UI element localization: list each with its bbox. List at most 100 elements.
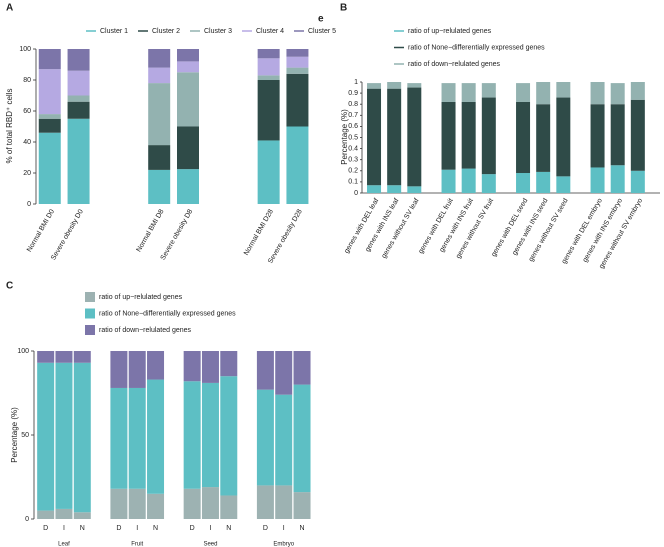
bar-segment bbox=[293, 384, 311, 493]
x-tick-label: I bbox=[136, 525, 138, 532]
x-tick-label: I bbox=[209, 525, 211, 532]
legend-label: Cluster 1 bbox=[100, 28, 128, 35]
bar-segment bbox=[286, 67, 309, 74]
bar-segment bbox=[590, 104, 605, 168]
legend-label: ratio of up−relulated genes bbox=[99, 294, 183, 301]
y-tick-label: 20 bbox=[23, 170, 31, 177]
x-tick-label: D bbox=[116, 525, 121, 532]
bar-segment bbox=[407, 186, 422, 193]
y-tick-label: 0.2 bbox=[348, 168, 358, 175]
bar-segment bbox=[293, 351, 311, 385]
y-tick-label: 0.7 bbox=[348, 112, 358, 119]
x-tick-label: Severe obesity D28 bbox=[267, 208, 304, 264]
y-tick-label: 60 bbox=[23, 108, 31, 115]
bar-segment bbox=[177, 126, 199, 170]
bar-segment bbox=[441, 101, 456, 170]
bar-segment bbox=[441, 169, 456, 193]
bar-segment bbox=[148, 145, 171, 170]
legend-label: ratio of None−differentially expressed g… bbox=[99, 310, 236, 317]
legend-label: Cluster 3 bbox=[204, 28, 232, 35]
bar-segment bbox=[275, 394, 293, 486]
bar-segment bbox=[73, 351, 91, 363]
y-tick-label: 100 bbox=[17, 348, 29, 355]
group-label: Leaf bbox=[58, 542, 70, 547]
y-tick-label: 1 bbox=[354, 79, 358, 86]
bar-segment bbox=[147, 351, 165, 380]
y-tick-label: 0 bbox=[354, 190, 358, 197]
legend-swatch bbox=[85, 308, 95, 319]
bar-segment bbox=[367, 185, 382, 193]
bar-segment bbox=[536, 104, 551, 172]
bar-segment bbox=[147, 493, 165, 519]
bar-segment bbox=[387, 88, 402, 186]
panel-label: B bbox=[340, 3, 347, 14]
bar-segment bbox=[286, 73, 309, 127]
bar-segment bbox=[257, 80, 280, 141]
group-label: Embryo bbox=[273, 542, 294, 547]
bar-segment bbox=[38, 49, 61, 70]
bar-segment bbox=[407, 87, 422, 187]
bar-segment bbox=[55, 351, 73, 363]
bar-segment bbox=[286, 56, 309, 68]
y-tick-label: 80 bbox=[23, 77, 31, 84]
bar-segment bbox=[177, 61, 199, 73]
x-tick-label: genes with DEL seed bbox=[490, 197, 529, 258]
bar-segment bbox=[67, 101, 90, 119]
bar-segment bbox=[110, 387, 128, 489]
legend-swatch bbox=[85, 292, 95, 302]
bar-segment bbox=[257, 140, 280, 204]
bar-segment bbox=[286, 126, 309, 204]
bar-segment bbox=[67, 95, 90, 102]
x-tick-label: D bbox=[43, 525, 48, 532]
bar-segment bbox=[38, 114, 61, 119]
bar-segment bbox=[536, 171, 551, 193]
bar-segment bbox=[147, 379, 165, 494]
legend-label: Cluster 5 bbox=[308, 28, 336, 35]
x-tick-label: Normal BMI D0 bbox=[26, 208, 56, 253]
bar-segment bbox=[37, 510, 55, 519]
x-tick-label: N bbox=[299, 525, 304, 532]
legend-label: ratio of up−relulated genes bbox=[408, 28, 492, 35]
x-tick-label: genes with DEL leaf bbox=[343, 197, 380, 254]
bar-segment bbox=[536, 82, 551, 105]
y-tick-label: 0.9 bbox=[348, 90, 358, 97]
y-tick-label: 0.1 bbox=[348, 179, 358, 186]
bar-segment bbox=[256, 351, 274, 390]
bar-segment bbox=[73, 512, 91, 519]
y-tick-label: 100 bbox=[19, 46, 31, 53]
bar-segment bbox=[256, 485, 274, 519]
bar-segment bbox=[148, 83, 171, 146]
bar-segment bbox=[38, 118, 61, 133]
x-tick-label: Severe obesity D0 bbox=[50, 208, 85, 261]
bar-segment bbox=[38, 69, 61, 115]
x-tick-label: genes without SV seed bbox=[528, 197, 570, 263]
bar-segment bbox=[148, 49, 171, 68]
x-tick-label: I bbox=[63, 525, 65, 532]
y-axis-label: % of total RBD⁺ cells bbox=[5, 89, 14, 164]
bar-segment bbox=[110, 488, 128, 519]
bar-segment bbox=[183, 488, 201, 519]
bar-segment bbox=[201, 382, 219, 488]
bar-segment bbox=[220, 495, 238, 519]
bar-segment bbox=[128, 488, 146, 519]
x-tick-label: N bbox=[226, 525, 231, 532]
legend-label: ratio of None−differentially expressed g… bbox=[408, 44, 545, 51]
x-tick-label: N bbox=[80, 525, 85, 532]
bar-segment bbox=[556, 97, 571, 177]
y-tick-label: 0.5 bbox=[348, 134, 358, 141]
bar-segment bbox=[37, 362, 55, 511]
y-axis-label: Percentage (%) bbox=[340, 109, 349, 165]
annotation: e bbox=[318, 14, 324, 25]
bar-segment bbox=[481, 174, 496, 193]
bar-segment bbox=[286, 49, 309, 57]
y-tick-label: 0.8 bbox=[348, 101, 358, 108]
x-tick-label: genes without SV fruit bbox=[455, 197, 495, 260]
bar-segment bbox=[177, 169, 199, 204]
bar-segment bbox=[556, 82, 571, 98]
y-tick-label: 0.6 bbox=[348, 123, 358, 130]
bar-segment bbox=[177, 49, 199, 62]
bar-segment bbox=[183, 351, 201, 382]
bar-segment bbox=[441, 83, 456, 102]
legend-label: Cluster 2 bbox=[152, 28, 180, 35]
y-axis-label: Percentage (%) bbox=[10, 407, 19, 463]
